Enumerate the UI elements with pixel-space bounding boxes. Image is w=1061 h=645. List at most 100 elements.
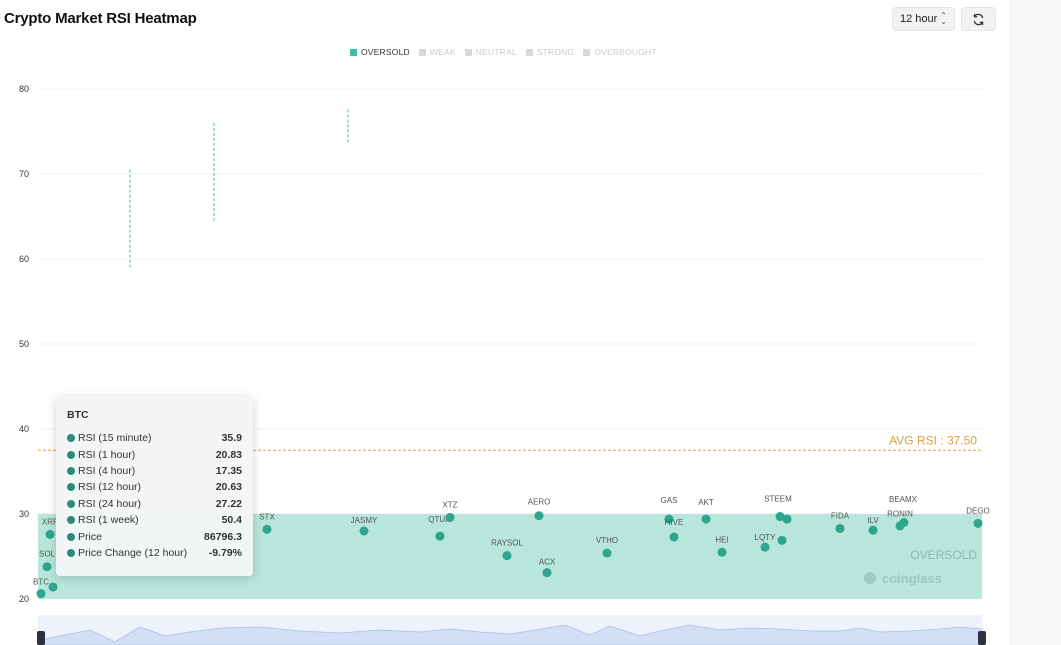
y-tick-label: 20	[19, 594, 29, 604]
period-select[interactable]: 12 hour ⌃ ⌄	[892, 7, 955, 31]
rsi-point	[445, 512, 455, 522]
tooltip-row: RSI (1 week) 50.4	[67, 512, 242, 528]
rsi-point	[835, 523, 845, 533]
point-label: HEI	[715, 535, 728, 544]
legend-item-overbought[interactable]: OVERBOUGHT	[583, 47, 657, 57]
dot-icon	[67, 516, 75, 525]
tooltip-value: 20.83	[215, 448, 242, 461]
point-label: STX	[259, 512, 275, 521]
point-label: LQTY	[755, 533, 777, 542]
tooltip-label: RSI (12 hour)	[78, 481, 142, 494]
rsi-point	[435, 531, 445, 541]
dot-icon	[67, 434, 75, 443]
period-select-value: 12 hour	[900, 13, 938, 25]
chevron-updown-icon: ⌃ ⌄	[940, 11, 947, 26]
tooltip-value: 35.9	[221, 432, 242, 445]
point-label: STEEM	[764, 495, 792, 504]
rsi-point	[42, 562, 52, 572]
dot-icon	[67, 532, 75, 541]
tooltip-value: 50.4	[221, 514, 242, 527]
watermark-text: coinglass	[882, 571, 942, 586]
tooltip-label: Price	[78, 530, 102, 543]
rsi-point	[868, 525, 878, 535]
point-label: RAYSOL	[491, 539, 523, 548]
rsi-point	[760, 542, 770, 552]
tooltip-row: RSI (15 minute) 35.9	[67, 430, 242, 446]
rsi-point	[777, 535, 787, 545]
y-tick-label: 50	[19, 339, 29, 349]
chart-card: Crypto Market RSI Heatmap 12 hour ⌃ ⌄ OVE…	[4, 7, 996, 645]
oversold-zone-label: OVERSOLD	[910, 548, 977, 562]
zoom-handle-right[interactable]	[978, 631, 986, 645]
rsi-point	[502, 551, 512, 561]
dot-icon	[67, 483, 75, 492]
y-tick-label: 40	[19, 424, 29, 434]
legend-label: NEUTRAL	[475, 47, 517, 57]
rsi-point	[664, 514, 674, 524]
legend-label: STRONG	[536, 47, 575, 57]
refresh-icon	[973, 13, 984, 25]
legend-swatch	[350, 48, 357, 56]
legend-item-oversold[interactable]: OVERSOLD	[350, 47, 410, 57]
tooltip-value: 17.35	[215, 464, 242, 477]
legend-item-weak[interactable]: WEAK	[418, 47, 456, 57]
point-label: BTC	[33, 578, 49, 587]
tooltip-value: 20.63	[215, 481, 242, 494]
tooltip-row: RSI (24 hour) 27.22	[67, 496, 242, 512]
legend-label: OVERBOUGHT	[594, 47, 657, 57]
point-label: FIDA	[831, 511, 850, 520]
legend-item-neutral[interactable]: NEUTRAL	[464, 47, 517, 57]
legend-swatch	[525, 48, 533, 56]
rsi-point	[542, 568, 552, 578]
dot-icon	[67, 450, 75, 459]
point-label: AKT	[698, 498, 714, 507]
rsi-point	[775, 512, 785, 522]
zoom-handle-left[interactable]	[37, 631, 45, 645]
rsi-point	[534, 511, 544, 521]
y-tick-label: 70	[19, 169, 29, 179]
rsi-point	[717, 547, 727, 557]
tooltip-value: 86796.3	[204, 530, 242, 543]
point-label: ACX	[539, 558, 556, 567]
tooltip-row: RSI (12 hour) 20.63	[67, 479, 242, 495]
avg-rsi-label: AVG RSI : 37.50	[889, 433, 977, 447]
rsi-point	[48, 582, 58, 592]
refresh-button[interactable]	[961, 7, 996, 31]
rsi-point	[973, 518, 983, 528]
right-panel	[1010, 0, 1061, 645]
point-label: RONIN	[887, 510, 913, 519]
legend-item-strong[interactable]: STRONG	[525, 47, 575, 57]
dot-icon	[67, 499, 75, 508]
y-tick-label: 60	[19, 254, 29, 264]
rsi-point	[701, 514, 711, 524]
tooltip-row: RSI (4 hour) 17.35	[67, 463, 242, 479]
tooltip-label: RSI (4 hour)	[78, 464, 136, 477]
point-label: ILV	[867, 516, 879, 525]
point-label: XTZ	[442, 500, 457, 509]
dot-icon	[67, 548, 75, 557]
btc-tooltip: BTC RSI (15 minute) 35.9 RSI (1 hour) 20.8…	[56, 396, 253, 576]
point-label: SOL	[39, 550, 56, 559]
rsi-point	[669, 532, 679, 542]
point-label: BEAMX	[889, 495, 918, 504]
legend-swatch	[464, 48, 472, 56]
point-label: AERO	[528, 498, 551, 507]
point-label: QTUM	[428, 515, 452, 524]
tooltip-label: RSI (1 week)	[78, 514, 139, 527]
tooltip-row: RSI (1 hour) 20.83	[67, 446, 242, 462]
coinglass-logo-icon	[864, 572, 876, 584]
tooltip-row: Price Change (12 hour) -9.79%	[67, 545, 242, 561]
legend-label: OVERSOLD	[361, 47, 410, 57]
tooltip-title: BTC	[67, 409, 89, 421]
rsi-point	[45, 529, 55, 539]
zoom-slider-preview	[40, 624, 983, 645]
point-label: HIVE	[665, 518, 684, 527]
legend-label: WEAK	[429, 47, 456, 57]
legend-swatch	[583, 48, 591, 56]
tooltip-row: Price 86796.3	[67, 528, 242, 544]
tooltip-label: RSI (15 minute)	[78, 432, 152, 445]
tooltip-label: RSI (1 hour)	[78, 448, 136, 461]
point-label: GAS	[661, 496, 678, 505]
point-label: XRP	[42, 517, 58, 526]
y-tick-label: 80	[19, 84, 29, 94]
